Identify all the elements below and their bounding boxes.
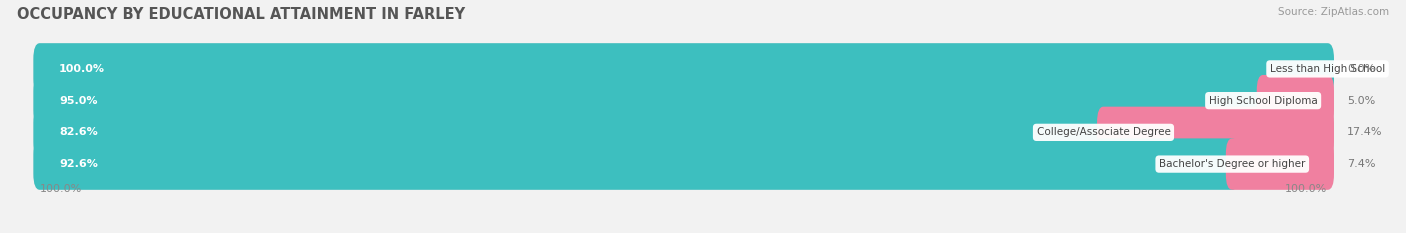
FancyBboxPatch shape [34, 43, 1334, 95]
Text: 7.4%: 7.4% [1347, 159, 1375, 169]
FancyBboxPatch shape [34, 75, 1270, 126]
Text: 100.0%: 100.0% [1285, 184, 1327, 194]
FancyBboxPatch shape [34, 138, 1334, 190]
FancyBboxPatch shape [34, 43, 1334, 95]
Text: Bachelor's Degree or higher: Bachelor's Degree or higher [1159, 159, 1305, 169]
Text: Source: ZipAtlas.com: Source: ZipAtlas.com [1278, 7, 1389, 17]
FancyBboxPatch shape [34, 107, 1109, 158]
FancyBboxPatch shape [1257, 75, 1334, 126]
FancyBboxPatch shape [34, 138, 1239, 190]
Text: 95.0%: 95.0% [59, 96, 97, 106]
Text: 82.6%: 82.6% [59, 127, 98, 137]
FancyBboxPatch shape [1097, 107, 1334, 158]
Text: 92.6%: 92.6% [59, 159, 98, 169]
Text: 0.0%: 0.0% [1347, 64, 1375, 74]
FancyBboxPatch shape [34, 75, 1334, 126]
Text: 100.0%: 100.0% [59, 64, 105, 74]
Text: 17.4%: 17.4% [1347, 127, 1382, 137]
FancyBboxPatch shape [1226, 138, 1334, 190]
Text: 100.0%: 100.0% [39, 184, 82, 194]
FancyBboxPatch shape [34, 107, 1334, 158]
Text: College/Associate Degree: College/Associate Degree [1036, 127, 1170, 137]
Text: OCCUPANCY BY EDUCATIONAL ATTAINMENT IN FARLEY: OCCUPANCY BY EDUCATIONAL ATTAINMENT IN F… [17, 7, 465, 22]
Text: Less than High School: Less than High School [1270, 64, 1385, 74]
Text: 5.0%: 5.0% [1347, 96, 1375, 106]
Text: High School Diploma: High School Diploma [1209, 96, 1317, 106]
